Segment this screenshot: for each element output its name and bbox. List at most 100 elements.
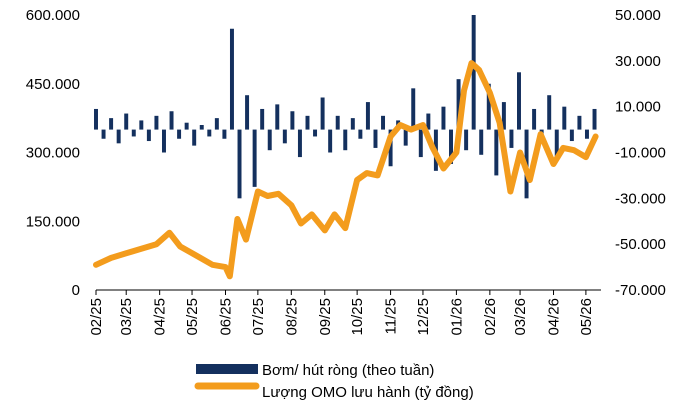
weekly-bar — [577, 115, 582, 130]
left-y-tick-label: 150.000 — [26, 213, 80, 230]
weekly-bar — [426, 113, 431, 130]
weekly-bar — [509, 129, 514, 148]
weekly-bar — [161, 129, 166, 153]
x-tick-label: 01/26 — [448, 298, 465, 336]
weekly-bar — [335, 115, 340, 130]
weekly-bar — [569, 129, 574, 142]
weekly-bar — [411, 88, 416, 130]
weekly-bar — [192, 129, 197, 146]
weekly-bar — [554, 129, 559, 158]
legend-bar-label: Bơm/ hút ròng (theo tuần) — [262, 362, 434, 379]
weekly-bar — [222, 129, 227, 139]
left-y-tick-label: 600.000 — [26, 7, 80, 24]
weekly-bar — [207, 129, 212, 137]
weekly-bar — [441, 106, 446, 130]
weekly-bar — [532, 108, 537, 130]
x-tick-label: 11/25 — [383, 298, 400, 334]
weekly-bar — [245, 95, 250, 130]
omo-outstanding-line — [93, 60, 599, 280]
weekly-bar — [169, 111, 174, 130]
legend: Bơm/ hút ròng (theo tuần) Lượng OMO lưu … — [194, 362, 474, 401]
weekly-bar — [449, 129, 453, 164]
x-tick-label: 08/25 — [283, 298, 300, 336]
x-tick-label: 04/25 — [152, 298, 169, 336]
right-y-axis: -70.000 -50.000 -30.000 -10.000 10.000 30.000… — [615, 7, 666, 299]
x-axis: 02/25 03/25 04/25 05/25 06/25 07/25 08/25 09/25… — [88, 290, 595, 336]
weekly-bar — [184, 122, 189, 130]
weekly-net-injection-bars — [94, 15, 597, 199]
weekly-bar — [388, 129, 393, 167]
weekly-bar — [584, 129, 589, 139]
weekly-bar — [154, 115, 159, 130]
weekly-bar — [547, 95, 552, 130]
weekly-bar — [94, 108, 98, 130]
x-tick-label: 06/25 — [217, 298, 234, 336]
weekly-bar — [146, 129, 151, 142]
right-y-tick-label: -30.000 — [615, 190, 666, 207]
weekly-bar — [229, 28, 234, 130]
weekly-bar — [313, 129, 318, 137]
weekly-bar — [562, 106, 567, 130]
x-tick-label: 03/25 — [118, 298, 135, 336]
left-y-tick-label: 0 — [72, 282, 80, 299]
weekly-bar — [365, 102, 370, 130]
right-y-tick-label: 10.000 — [615, 99, 661, 116]
x-tick-label: 02/26 — [482, 298, 499, 336]
weekly-bar — [464, 129, 469, 151]
right-y-tick-label: 50.000 — [615, 7, 661, 24]
right-y-tick-label: -10.000 — [615, 145, 666, 162]
x-tick-label: 03/26 — [512, 298, 529, 336]
x-tick-label: 12/25 — [415, 298, 432, 336]
right-y-tick-label: -50.000 — [615, 236, 666, 253]
weekly-bar — [275, 104, 280, 130]
weekly-bar — [116, 129, 121, 144]
weekly-bar — [358, 129, 363, 139]
weekly-bar — [260, 108, 265, 130]
weekly-bar — [343, 129, 348, 151]
weekly-bar — [282, 129, 287, 144]
left-y-tick-label: 450.000 — [26, 76, 80, 93]
x-tick-label: 05/25 — [184, 298, 201, 336]
weekly-bar — [131, 129, 136, 137]
x-tick-label: 10/25 — [349, 298, 366, 336]
weekly-bar — [501, 102, 506, 130]
left-y-tick-label: 300.000 — [26, 145, 80, 162]
weekly-bar — [373, 129, 378, 148]
weekly-bar — [124, 113, 129, 130]
legend-bar-swatch — [196, 364, 258, 374]
right-y-tick-label: -70.000 — [615, 282, 666, 299]
weekly-bar — [139, 120, 144, 130]
weekly-bar — [456, 79, 461, 130]
weekly-bar — [305, 115, 310, 130]
weekly-bar — [237, 129, 242, 199]
weekly-bar — [592, 108, 597, 130]
weekly-bar — [214, 118, 219, 130]
x-tick-label: 04/26 — [546, 298, 563, 336]
weekly-bar — [494, 129, 499, 176]
weekly-bar — [252, 129, 257, 187]
weekly-bar — [267, 129, 272, 151]
weekly-bar — [101, 129, 106, 139]
weekly-bar — [381, 115, 386, 130]
weekly-bar — [199, 125, 204, 130]
x-tick-label: 09/25 — [317, 298, 334, 336]
weekly-bar — [109, 118, 114, 130]
weekly-bar — [328, 129, 333, 153]
x-tick-label: 02/25 — [88, 298, 105, 336]
x-tick-label: 07/25 — [250, 298, 267, 336]
weekly-bar — [479, 129, 484, 155]
weekly-bar — [418, 129, 423, 158]
x-tick-label: 05/26 — [578, 298, 595, 336]
weekly-bar — [320, 97, 325, 130]
weekly-bar — [290, 111, 295, 130]
legend-line-label: Lượng OMO lưu hành (tỷ đồng) — [262, 384, 474, 401]
weekly-bar — [177, 129, 182, 139]
weekly-bar — [350, 118, 355, 130]
weekly-bar — [517, 72, 521, 130]
weekly-bar — [403, 129, 408, 146]
weekly-bar — [471, 15, 476, 130]
weekly-bar — [486, 83, 491, 130]
right-y-tick-label: 30.000 — [615, 53, 661, 70]
left-y-axis: 0 150.000 300.000 450.000 600.000 — [26, 7, 80, 299]
